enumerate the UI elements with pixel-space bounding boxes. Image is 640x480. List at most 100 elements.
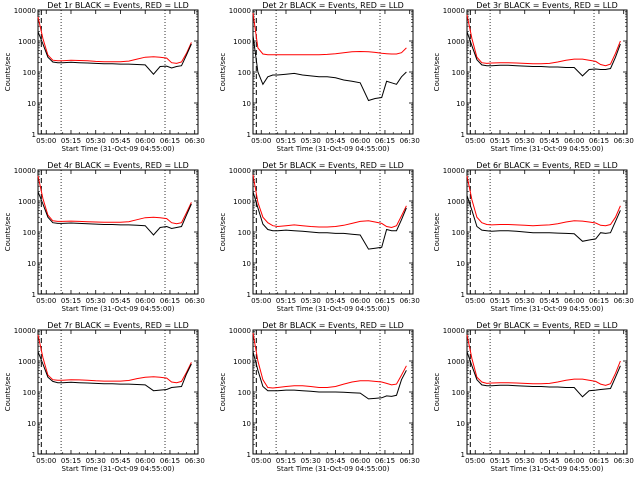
y-tick-label: 1 <box>461 131 465 139</box>
y-tick-label: 10 <box>27 420 36 428</box>
y-tick-label: 10000 <box>14 327 36 335</box>
x-tick-label: 06:15 <box>589 297 609 305</box>
x-tick-label: 06:00 <box>135 297 155 305</box>
events-series-line <box>37 351 192 392</box>
y-tick-label: 10000 <box>229 7 251 15</box>
y-tick-label: 1000 <box>18 198 36 206</box>
x-tick-label: 06:15 <box>160 297 180 305</box>
plot-frame <box>466 169 628 295</box>
x-axis-label: Start Time (31-Oct-09 04:55:00) <box>491 305 604 313</box>
detector-panel-1: Det 1r BLACK = Events, RED = LLD 1 10 100 10… <box>4 1 205 153</box>
x-tick-label: 05:30 <box>301 297 321 305</box>
plot-frame <box>252 9 414 135</box>
y-tick-label: 100 <box>238 229 251 237</box>
x-axis-label: Start Time (31-Oct-09 04:55:00) <box>491 465 604 473</box>
y-tick-label: 10 <box>242 420 251 428</box>
y-tick-label: 100 <box>238 69 251 77</box>
detector-panel-5: Det 5r BLACK = Events, RED = LLD 1 10 100 10… <box>219 161 420 313</box>
detector-panel-7: Det 7r BLACK = Events, RED = LLD 1 10 100 10… <box>4 321 205 473</box>
x-tick-label: 05:00 <box>251 457 271 465</box>
x-tick-label: 06:30 <box>614 297 634 305</box>
lld-series-line <box>466 175 621 227</box>
y-axis-label: Counts/sec <box>219 373 227 412</box>
y-tick-label: 10 <box>27 260 36 268</box>
plot-frame <box>37 169 199 295</box>
events-series-line <box>37 31 192 75</box>
plot-frame <box>466 329 628 455</box>
x-tick-label: 05:30 <box>515 457 535 465</box>
y-tick-label: 1000 <box>447 38 465 46</box>
y-tick-label: 1 <box>247 131 251 139</box>
x-tick-label: 06:30 <box>400 137 420 145</box>
y-axis-label: Counts/sec <box>4 373 12 412</box>
y-tick-label: 1000 <box>18 358 36 366</box>
x-tick-label: 05:00 <box>465 137 485 145</box>
y-tick-label: 10 <box>456 420 465 428</box>
x-tick-label: 06:15 <box>589 137 609 145</box>
x-tick-label: 05:30 <box>301 457 321 465</box>
x-tick-label: 06:00 <box>564 137 584 145</box>
y-tick-label: 1 <box>247 291 251 299</box>
y-tick-label: 1000 <box>233 38 251 46</box>
x-tick-label: 05:15 <box>490 457 510 465</box>
events-series-line <box>252 351 407 400</box>
x-tick-label: 06:15 <box>375 457 395 465</box>
y-tick-label: 10000 <box>443 7 465 15</box>
x-axis-label: Start Time (31-Oct-09 04:55:00) <box>277 465 390 473</box>
x-axis-label: Start Time (31-Oct-09 04:55:00) <box>277 145 390 153</box>
y-tick-label: 1000 <box>233 198 251 206</box>
x-tick-label: 05:00 <box>465 297 485 305</box>
lld-series-line <box>252 332 407 389</box>
y-tick-label: 100 <box>452 389 465 397</box>
y-axis-label: Counts/sec <box>433 213 441 252</box>
detector-panel-4: Det 4r BLACK = Events, RED = LLD 1 10 100 10… <box>4 161 205 313</box>
y-axis-label: Counts/sec <box>4 213 12 252</box>
plot-frame <box>252 169 414 295</box>
x-tick-label: 05:30 <box>301 137 321 145</box>
y-tick-label: 100 <box>452 69 465 77</box>
y-tick-label: 100 <box>23 389 36 397</box>
y-tick-label: 1000 <box>18 38 36 46</box>
panel-title: Det 1r BLACK = Events, RED = LLD <box>47 1 189 10</box>
y-tick-label: 100 <box>23 69 36 77</box>
x-axis-label: Start Time (31-Oct-09 04:55:00) <box>491 145 604 153</box>
y-tick-label: 1 <box>461 451 465 459</box>
x-tick-label: 05:00 <box>251 297 271 305</box>
x-tick-label: 05:45 <box>325 457 345 465</box>
x-tick-label: 05:30 <box>86 137 106 145</box>
lld-series-line <box>37 334 192 384</box>
x-tick-label: 05:45 <box>110 137 130 145</box>
y-tick-label: 1000 <box>447 358 465 366</box>
y-tick-label: 10000 <box>14 7 36 15</box>
x-tick-label: 06:30 <box>400 297 420 305</box>
x-tick-label: 05:45 <box>110 457 130 465</box>
x-tick-label: 06:30 <box>614 457 634 465</box>
x-tick-label: 05:00 <box>36 137 56 145</box>
y-tick-label: 10 <box>242 260 251 268</box>
y-axis-label: Counts/sec <box>4 53 12 92</box>
lld-series-line <box>252 12 407 56</box>
y-tick-label: 1000 <box>233 358 251 366</box>
x-tick-label: 06:15 <box>375 297 395 305</box>
panel-title: Det 2r BLACK = Events, RED = LLD <box>262 1 404 10</box>
events-series-line <box>466 195 621 242</box>
y-tick-label: 10 <box>456 100 465 108</box>
y-tick-label: 1000 <box>447 198 465 206</box>
panel-title: Det 7r BLACK = Events, RED = LLD <box>47 321 189 330</box>
x-tick-label: 05:45 <box>110 297 130 305</box>
y-tick-label: 10000 <box>443 327 465 335</box>
x-tick-label: 06:30 <box>185 457 205 465</box>
x-tick-label: 05:45 <box>325 297 345 305</box>
x-tick-label: 05:00 <box>36 297 56 305</box>
panel-title: Det 3r BLACK = Events, RED = LLD <box>476 1 618 10</box>
x-tick-label: 05:45 <box>539 457 559 465</box>
x-tick-label: 05:00 <box>465 457 485 465</box>
x-tick-label: 05:00 <box>251 137 271 145</box>
detector-panel-6: Det 6r BLACK = Events, RED = LLD 1 10 100 10… <box>433 161 634 313</box>
x-tick-label: 06:15 <box>589 457 609 465</box>
x-axis-label: Start Time (31-Oct-09 04:55:00) <box>277 305 390 313</box>
x-tick-label: 06:00 <box>564 457 584 465</box>
lld-series-line <box>466 334 621 386</box>
y-tick-label: 10 <box>27 100 36 108</box>
